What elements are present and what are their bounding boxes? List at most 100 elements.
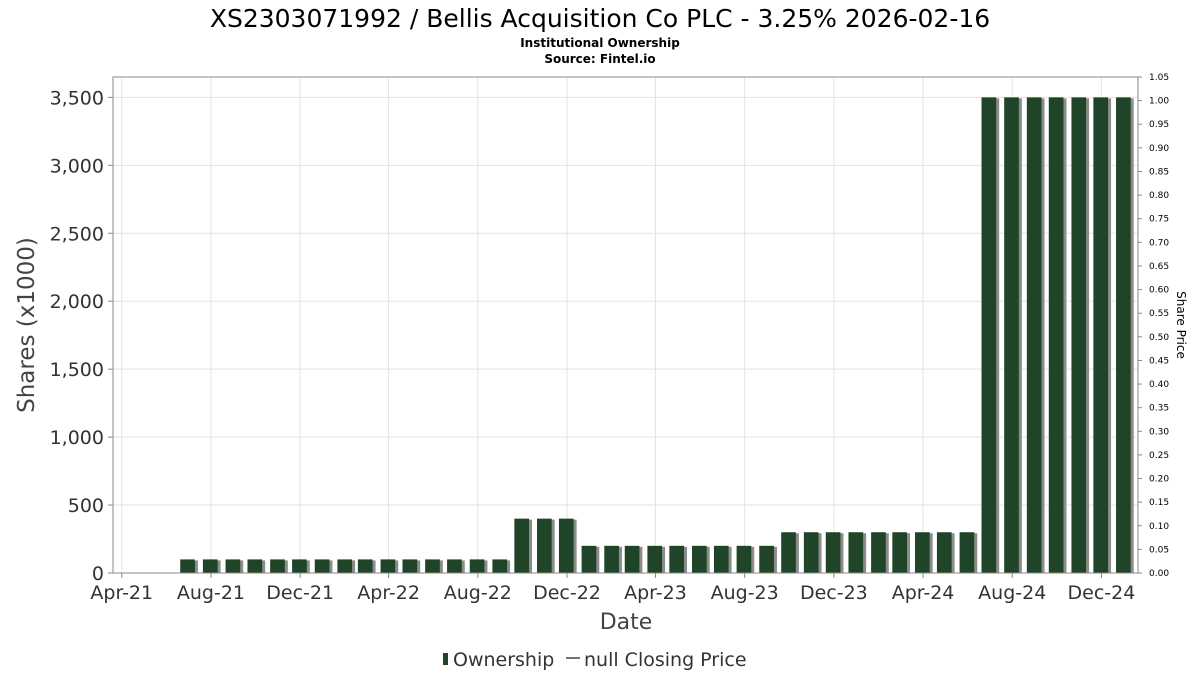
ownership-bar bbox=[247, 559, 263, 573]
ownership-bar bbox=[871, 532, 886, 573]
ownership-bar bbox=[292, 559, 307, 573]
x-tick-label: Aug-24 bbox=[978, 582, 1046, 604]
y-axis-left: 0 500 1,000 1,500 2,000 2,500 3,000 3,500 bbox=[50, 87, 113, 585]
ownership-bar bbox=[1071, 97, 1087, 574]
ownership-bar bbox=[225, 559, 241, 573]
ownership-bar bbox=[558, 518, 574, 573]
y2-tick-label: 0.20 bbox=[1149, 475, 1169, 485]
ownership-bar bbox=[624, 545, 640, 573]
x-tick-label: Aug-21 bbox=[177, 582, 245, 604]
ownership-bar bbox=[357, 559, 373, 573]
ownership-bar bbox=[425, 559, 440, 573]
ownership-bar bbox=[803, 532, 819, 573]
y2-tick-label: 0.60 bbox=[1149, 286, 1169, 296]
y-tick-label: 3,000 bbox=[50, 155, 104, 177]
y2-axis-label: Share Price bbox=[1174, 291, 1188, 359]
y2-tick-label: 0.35 bbox=[1149, 404, 1169, 414]
ownership-bar bbox=[314, 559, 330, 573]
y2-tick-label: 0.85 bbox=[1149, 167, 1169, 177]
y2-tick-label: 0.05 bbox=[1149, 545, 1169, 555]
legend-ownership-swatch bbox=[443, 653, 448, 665]
ownership-bar bbox=[270, 559, 285, 573]
y2-tick-label: 0.80 bbox=[1149, 191, 1169, 201]
ownership-bar bbox=[492, 559, 508, 573]
x-tick-label: Dec-24 bbox=[1068, 582, 1136, 604]
x-tick-label: Dec-23 bbox=[800, 582, 868, 604]
y2-tick-label: 1.00 bbox=[1149, 97, 1169, 107]
y2-tick-label: 0.10 bbox=[1149, 522, 1169, 532]
ownership-bar bbox=[537, 518, 552, 573]
y2-tick-label: 0.50 bbox=[1149, 333, 1169, 343]
legend-price-label: null Closing Price bbox=[584, 649, 747, 671]
ownership-bar bbox=[914, 532, 930, 573]
ownership-bar bbox=[581, 545, 597, 573]
ownership-bar bbox=[447, 559, 462, 573]
ownership-bar bbox=[848, 532, 864, 573]
ownership-bar bbox=[781, 532, 796, 573]
x-tick-label: Apr-23 bbox=[624, 582, 687, 604]
chart-subtitle-source: Source: Fintel.io bbox=[544, 52, 655, 66]
y2-tick-label: 0.55 bbox=[1149, 309, 1169, 319]
ownership-bar bbox=[692, 545, 707, 573]
x-tick-label: Apr-22 bbox=[357, 582, 420, 604]
plot-border bbox=[112, 76, 1139, 574]
ownership-bar bbox=[604, 545, 619, 573]
ownership-bar bbox=[959, 532, 975, 573]
x-axis-label: Date bbox=[600, 610, 653, 635]
ownership-bar bbox=[936, 532, 952, 573]
ownership-bar bbox=[892, 532, 907, 573]
ownership-bar bbox=[1093, 97, 1109, 574]
ownership-bar bbox=[514, 518, 530, 573]
y2-tick-label: 0.25 bbox=[1149, 451, 1169, 461]
ownership-bar bbox=[669, 545, 685, 573]
y-axis-label: Shares (x1000) bbox=[14, 237, 40, 413]
legend-ownership-label: Ownership bbox=[453, 649, 554, 671]
y-axis-right: 0.00 0.05 0.10 0.15 0.20 0.25 0.30 0.35 0.40 0.45… bbox=[1138, 73, 1169, 579]
ownership-bar bbox=[736, 545, 752, 573]
y-tick-label: 2,000 bbox=[50, 291, 104, 313]
ownership-bar bbox=[647, 545, 663, 573]
y2-tick-label: 0.70 bbox=[1149, 238, 1169, 248]
ownership-bar bbox=[202, 559, 218, 573]
y2-tick-label: 0.75 bbox=[1149, 215, 1169, 225]
chart-title: XS2303071992 / Bellis Acquisition Co PLC… bbox=[210, 4, 990, 33]
x-tick-label: Apr-21 bbox=[90, 582, 153, 604]
bars-layer bbox=[180, 97, 1134, 574]
x-axis: Apr-21 Aug-21 Dec-21 Apr-22 Aug-22 Dec-22 Apr-… bbox=[90, 573, 1135, 604]
y2-tick-label: 0.45 bbox=[1149, 356, 1169, 366]
y2-tick-label: 0.90 bbox=[1149, 144, 1169, 154]
ownership-bar bbox=[1004, 97, 1019, 574]
x-tick-label: Apr-24 bbox=[892, 582, 955, 604]
ownership-bar bbox=[380, 559, 396, 573]
y2-tick-label: 0.65 bbox=[1149, 262, 1169, 272]
y-tick-label: 0 bbox=[92, 563, 104, 585]
x-tick-label: Aug-23 bbox=[711, 582, 779, 604]
ownership-bar bbox=[1116, 97, 1131, 574]
ownership-bar bbox=[981, 97, 997, 574]
title-group: XS2303071992 / Bellis Acquisition Co PLC… bbox=[210, 4, 990, 66]
y2-tick-label: 0.30 bbox=[1149, 427, 1169, 437]
plot-area bbox=[113, 77, 1138, 573]
ownership-bar bbox=[713, 545, 729, 573]
ownership-bar bbox=[180, 559, 195, 573]
ownership-bar bbox=[402, 559, 418, 573]
legend: Ownership null Closing Price bbox=[443, 649, 747, 671]
y-tick-label: 1,000 bbox=[50, 427, 104, 449]
y2-tick-label: 0.15 bbox=[1149, 498, 1169, 508]
x-tick-label: Dec-22 bbox=[533, 582, 601, 604]
y-tick-label: 3,500 bbox=[50, 87, 104, 109]
ownership-bar bbox=[759, 545, 774, 573]
ownership-bar bbox=[1048, 97, 1064, 574]
chart-subtitle-ownership: Institutional Ownership bbox=[520, 36, 680, 50]
ownership-bar bbox=[337, 559, 353, 573]
y2-tick-label: 0.40 bbox=[1149, 380, 1169, 390]
y2-tick-label: 1.05 bbox=[1149, 73, 1169, 83]
ownership-bar bbox=[469, 559, 485, 573]
y-tick-label: 500 bbox=[68, 495, 104, 517]
y-tick-label: 1,500 bbox=[50, 359, 104, 381]
ownership-bar bbox=[1026, 97, 1042, 574]
y2-tick-label: 0.00 bbox=[1149, 569, 1169, 579]
ownership-bar bbox=[825, 532, 841, 573]
y2-tick-label: 0.95 bbox=[1149, 120, 1169, 130]
